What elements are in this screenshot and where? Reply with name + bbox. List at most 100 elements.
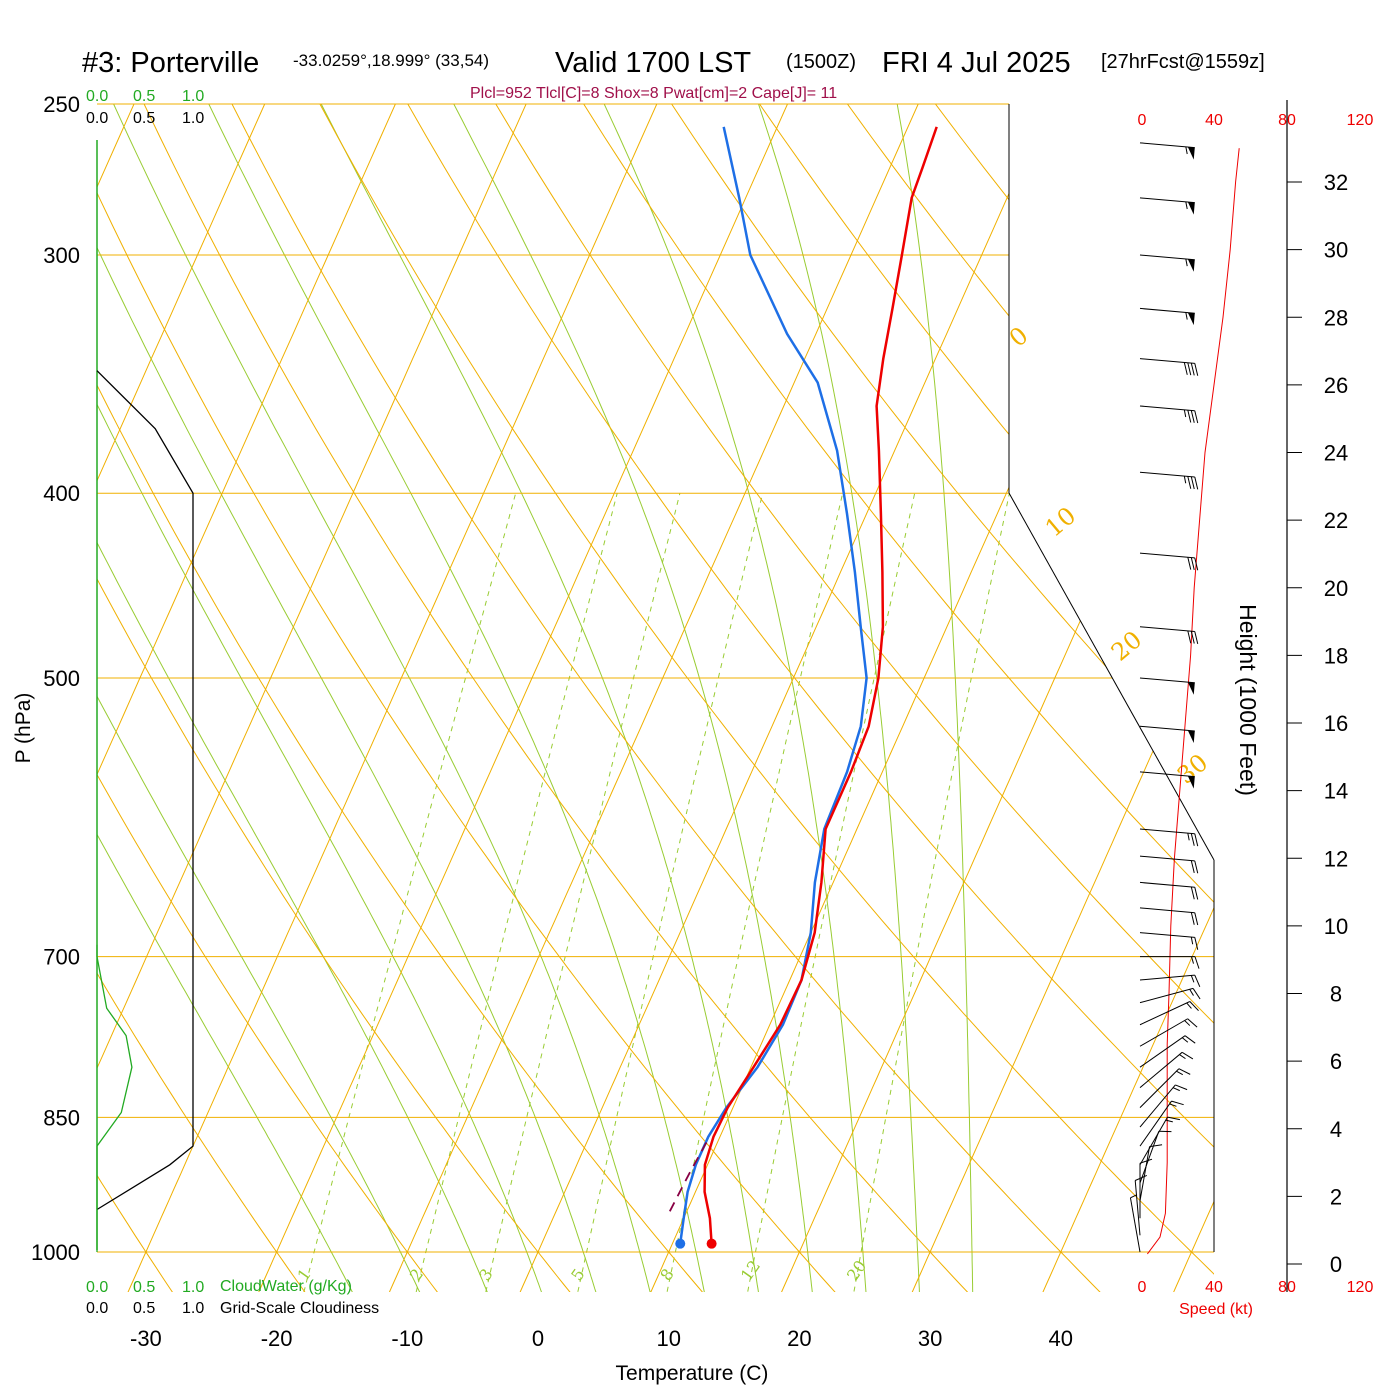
barb-feather: [1194, 631, 1199, 644]
cloudwater-tick-0: 0.0: [86, 88, 108, 105]
wind-barb: [1139, 1100, 1184, 1147]
cloudiness-tick-0: 0.0: [86, 110, 108, 127]
barb-half-feather: [1185, 146, 1188, 155]
right-border-slant: [1008, 492, 1215, 861]
mixing-ratio-labels: 1 2 3 5 8 12 20: [294, 1257, 871, 1285]
mixing-ratio-label-5: 5: [567, 1265, 588, 1284]
barb-shaft: [1139, 1131, 1160, 1184]
wind-barb: [1139, 358, 1199, 376]
isotherm-line: [97, 104, 281, 1292]
barb-shaft: [1139, 1051, 1183, 1089]
dry-adiabat-line: [475, 104, 1214, 1292]
barb-half-feather: [1185, 312, 1188, 320]
height-tick-22: 22: [1324, 508, 1348, 533]
barb-shaft: [1139, 1116, 1168, 1166]
speed-scale-top: 0 40 80 120: [1138, 112, 1374, 129]
barb-feather: [1194, 937, 1199, 950]
mixing-ratio-line: [739, 493, 916, 1292]
mixing-ratio-label-2: 2: [406, 1265, 427, 1284]
y-axis-label: P (hPa): [12, 693, 35, 764]
moist-adiabat-line: [587, 104, 870, 1292]
barb-feather: [1167, 1116, 1180, 1121]
barb-half-feather: [1183, 476, 1187, 484]
sounding-indices: Plcl=952 Tlcl[C]=8 Shox=8 Pwat[cm]=2 Cap…: [470, 85, 837, 102]
barb-feather: [1194, 956, 1200, 969]
dry-adiabat-line: [127, 104, 1005, 1292]
barb-shaft: [1129, 1197, 1141, 1253]
temperature-line: [703, 126, 938, 1244]
speed-scale-bottom: 0 40 80 120 Speed (kt): [1138, 1279, 1374, 1318]
barb-feather: [1183, 362, 1188, 375]
height-tick-2: 2: [1330, 1184, 1342, 1209]
temp-tick-20: 20: [787, 1326, 811, 1351]
barb-shaft: [1139, 771, 1195, 778]
wind-barb: [1139, 828, 1199, 847]
barb-half-feather: [1190, 975, 1195, 983]
barb-half-feather: [1185, 201, 1188, 210]
barb-feather: [1187, 362, 1192, 376]
barb-shaft: [1139, 1084, 1176, 1128]
moist-adiabat-line: [97, 104, 438, 1292]
surface-dewpoint-dot: [675, 1238, 686, 1249]
dry-adiabat-line: [97, 104, 737, 1292]
isotherm-label-right-10: 10: [1040, 502, 1081, 543]
barb-feather: [1190, 476, 1195, 490]
cloudiness-tick-1: 0.5: [133, 110, 155, 127]
barb-shaft: [1139, 855, 1195, 862]
cloudwater-tick-0-bottom: 0.0: [86, 1279, 108, 1296]
surface-temperature-dot: [706, 1238, 717, 1249]
barb-shaft: [1139, 254, 1195, 261]
forecast-info: [27hrFcst@1559z]: [1101, 51, 1265, 73]
barb-feather: [1194, 833, 1199, 847]
height-axis-label: Height (1000 Feet): [1235, 604, 1261, 796]
wind-barb: [1139, 405, 1199, 424]
moist-adiabat-line: [97, 104, 608, 1292]
isotherm-line: [110, 104, 673, 1292]
cloud-profiles: [96, 370, 194, 1252]
barb-shaft: [1139, 1100, 1172, 1147]
isotherm-line: [1025, 104, 1214, 1292]
temp-tick-40: 40: [1049, 1326, 1073, 1351]
speed-tick-40: 40: [1205, 112, 1223, 129]
wind-barb: [1139, 1035, 1196, 1068]
barb-pennant: [1187, 682, 1195, 695]
barb-shaft: [1139, 307, 1195, 314]
barb-shaft: [1139, 932, 1195, 938]
barb-shaft: [1139, 1035, 1186, 1068]
height-tick-14: 14: [1324, 779, 1348, 804]
wind-barb: [1139, 552, 1199, 571]
wind-barb: [1139, 1084, 1188, 1128]
cloudwater-tick-2-bottom: 1.0: [182, 1279, 204, 1296]
barb-feather: [1190, 833, 1195, 846]
dry-adiabat-line: [97, 104, 468, 1292]
dewpoint-line: [678, 126, 868, 1244]
barb-feather: [1178, 1068, 1191, 1075]
barb-feather: [1189, 1001, 1199, 1012]
moist-adiabat-line: [97, 104, 661, 1292]
dry-adiabat-line: [649, 104, 1214, 1292]
barb-half-feather: [1186, 1002, 1192, 1009]
mixing-ratio-label-8: 8: [656, 1265, 677, 1284]
barb-feather: [1190, 886, 1195, 900]
moist-adiabats: [97, 104, 974, 1292]
barb-shaft: [1134, 1180, 1141, 1236]
wind-barbs: [1129, 142, 1201, 1253]
mixing-ratio-line: [293, 493, 517, 1292]
isotherm-label-right-20: 20: [1106, 626, 1147, 667]
wind-barb: [1139, 1001, 1199, 1026]
utc-time: (1500Z): [786, 51, 856, 73]
barb-half-feather: [1183, 409, 1187, 418]
temp-tick-10: 10: [656, 1326, 680, 1351]
barb-feather: [1184, 1035, 1196, 1044]
dry-adiabat-line: [301, 104, 1214, 1292]
barb-feather: [1190, 410, 1195, 423]
barb-feather: [1192, 988, 1201, 1000]
isotherm-line: [633, 104, 1196, 1292]
barb-feather: [1187, 630, 1192, 644]
barb-half-feather: [1130, 1194, 1138, 1199]
barb-half-feather: [1165, 1119, 1173, 1123]
barb-shaft: [1139, 987, 1194, 1004]
wind-speed-profile: [1146, 148, 1240, 1255]
